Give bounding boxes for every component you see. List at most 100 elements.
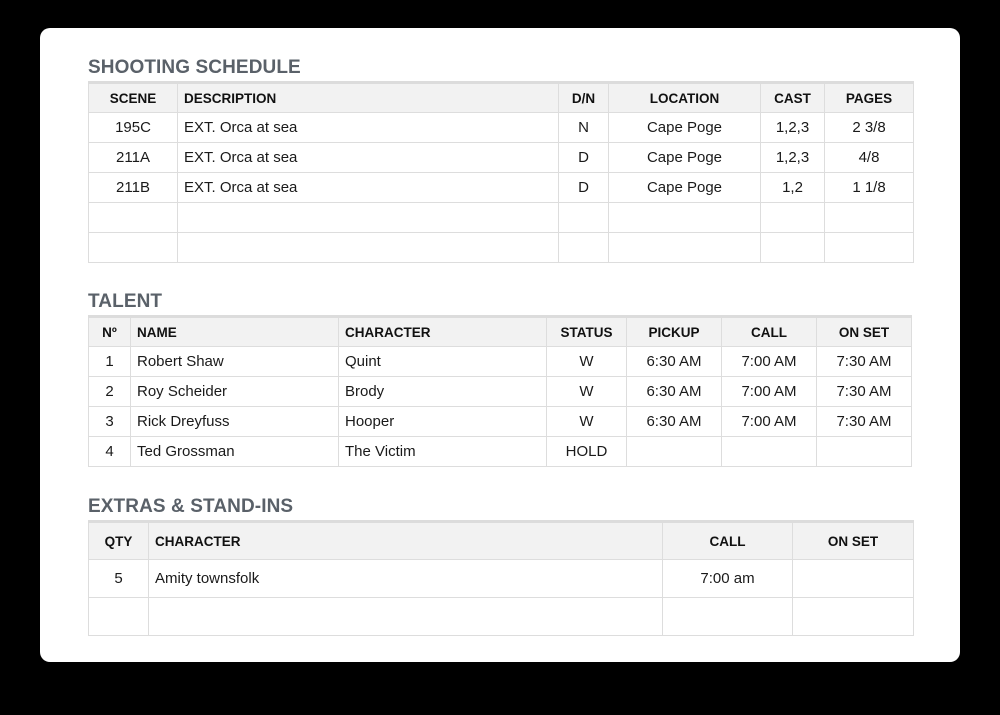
call-sheet-card: SHOOTING SCHEDULE SCENE DESCRIPTION D/N … [40, 28, 960, 662]
cast-cell[interactable]: 1,2 [760, 172, 825, 203]
status-cell[interactable]: HOLD [546, 436, 627, 467]
call-cell[interactable]: 7:00 am [662, 559, 793, 598]
col-character: CHARACTER [338, 316, 547, 347]
table-header-row: QTY CHARACTER CALL ON SET [88, 521, 914, 560]
description-cell[interactable]: EXT. Orca at sea [177, 112, 559, 143]
table-row-empty [88, 597, 914, 636]
character-cell[interactable]: Hooper [338, 406, 547, 437]
shooting-schedule-table: SCENE DESCRIPTION D/N LOCATION CAST PAGE… [88, 81, 914, 263]
pages-cell[interactable] [824, 232, 914, 263]
location-cell[interactable] [608, 202, 761, 233]
scene-cell[interactable] [88, 202, 178, 233]
on-set-cell[interactable] [792, 559, 914, 598]
location-cell[interactable] [608, 232, 761, 263]
character-cell[interactable]: The Victim [338, 436, 547, 467]
col-description: DESCRIPTION [177, 82, 559, 113]
number-cell[interactable]: 4 [88, 436, 131, 467]
table-row: 2 Roy Scheider Brody W 6:30 AM 7:00 AM 7… [88, 376, 912, 407]
character-cell[interactable]: Amity townsfolk [148, 559, 663, 598]
character-cell[interactable]: Quint [338, 346, 547, 377]
call-cell[interactable]: 7:00 AM [721, 346, 817, 377]
col-on-set: ON SET [792, 521, 914, 560]
day-night-cell[interactable] [558, 202, 609, 233]
pages-cell[interactable]: 1 1/8 [824, 172, 914, 203]
day-night-cell[interactable]: D [558, 172, 609, 203]
pages-cell[interactable] [824, 202, 914, 233]
pages-cell[interactable]: 2 3/8 [824, 112, 914, 143]
table-row: 1 Robert Shaw Quint W 6:30 AM 7:00 AM 7:… [88, 346, 912, 377]
day-night-cell[interactable]: N [558, 112, 609, 143]
call-cell[interactable] [721, 436, 817, 467]
scene-cell[interactable]: 211B [88, 172, 178, 203]
day-night-cell[interactable] [558, 232, 609, 263]
col-on-set: ON SET [816, 316, 912, 347]
talent-table: Nº NAME CHARACTER STATUS PICKUP CALL ON … [88, 315, 912, 467]
cast-cell[interactable]: 1,2,3 [760, 112, 825, 143]
on-set-cell[interactable]: 7:30 AM [816, 406, 912, 437]
on-set-cell[interactable]: 7:30 AM [816, 376, 912, 407]
col-pages: PAGES [824, 82, 914, 113]
table-row: 195C EXT. Orca at sea N Cape Poge 1,2,3 … [88, 112, 914, 143]
day-night-cell[interactable]: D [558, 142, 609, 173]
qty-cell[interactable] [88, 597, 149, 636]
col-day-night: D/N [558, 82, 609, 113]
description-cell[interactable]: EXT. Orca at sea [177, 172, 559, 203]
status-cell[interactable]: W [546, 346, 627, 377]
col-qty: QTY [88, 521, 149, 560]
table-row: 3 Rick Dreyfuss Hooper W 6:30 AM 7:00 AM… [88, 406, 912, 437]
extras-table: QTY CHARACTER CALL ON SET 5 Amity townsf… [88, 520, 914, 636]
call-cell[interactable]: 7:00 AM [721, 376, 817, 407]
status-cell[interactable]: W [546, 376, 627, 407]
col-pickup: PICKUP [626, 316, 722, 347]
character-cell[interactable] [148, 597, 663, 636]
number-cell[interactable]: 3 [88, 406, 131, 437]
pages-cell[interactable]: 4/8 [824, 142, 914, 173]
table-row: 5 Amity townsfolk 7:00 am [88, 559, 914, 598]
cast-cell[interactable]: 1,2,3 [760, 142, 825, 173]
col-location: LOCATION [608, 82, 761, 113]
call-cell[interactable] [662, 597, 793, 636]
name-cell[interactable]: Rick Dreyfuss [130, 406, 339, 437]
col-call: CALL [721, 316, 817, 347]
description-cell[interactable] [177, 232, 559, 263]
name-cell[interactable]: Ted Grossman [130, 436, 339, 467]
table-header-row: Nº NAME CHARACTER STATUS PICKUP CALL ON … [88, 316, 912, 347]
col-number: Nº [88, 316, 131, 347]
col-scene: SCENE [88, 82, 178, 113]
scene-cell[interactable] [88, 232, 178, 263]
pickup-cell[interactable]: 6:30 AM [626, 406, 722, 437]
location-cell[interactable]: Cape Poge [608, 172, 761, 203]
on-set-cell[interactable] [816, 436, 912, 467]
cast-cell[interactable] [760, 232, 825, 263]
name-cell[interactable]: Robert Shaw [130, 346, 339, 377]
status-cell[interactable]: W [546, 406, 627, 437]
description-cell[interactable]: EXT. Orca at sea [177, 142, 559, 173]
character-cell[interactable]: Brody [338, 376, 547, 407]
number-cell[interactable]: 2 [88, 376, 131, 407]
table-row-empty [88, 232, 914, 263]
location-cell[interactable]: Cape Poge [608, 112, 761, 143]
scene-cell[interactable]: 211A [88, 142, 178, 173]
name-cell[interactable]: Roy Scheider [130, 376, 339, 407]
pickup-cell[interactable]: 6:30 AM [626, 346, 722, 377]
col-cast: CAST [760, 82, 825, 113]
talent-title: TALENT [88, 291, 163, 312]
cast-cell[interactable] [760, 202, 825, 233]
number-cell[interactable]: 1 [88, 346, 131, 377]
scene-cell[interactable]: 195C [88, 112, 178, 143]
call-cell[interactable]: 7:00 AM [721, 406, 817, 437]
shooting-schedule-title: SHOOTING SCHEDULE [88, 57, 301, 78]
description-cell[interactable] [177, 202, 559, 233]
pickup-cell[interactable] [626, 436, 722, 467]
on-set-cell[interactable]: 7:30 AM [816, 346, 912, 377]
col-name: NAME [130, 316, 339, 347]
col-status: STATUS [546, 316, 627, 347]
table-row: 211A EXT. Orca at sea D Cape Poge 1,2,3 … [88, 142, 914, 173]
col-character: CHARACTER [148, 521, 663, 560]
qty-cell[interactable]: 5 [88, 559, 149, 598]
pickup-cell[interactable]: 6:30 AM [626, 376, 722, 407]
location-cell[interactable]: Cape Poge [608, 142, 761, 173]
table-header-row: SCENE DESCRIPTION D/N LOCATION CAST PAGE… [88, 82, 914, 113]
on-set-cell[interactable] [792, 597, 914, 636]
table-row-empty [88, 202, 914, 233]
